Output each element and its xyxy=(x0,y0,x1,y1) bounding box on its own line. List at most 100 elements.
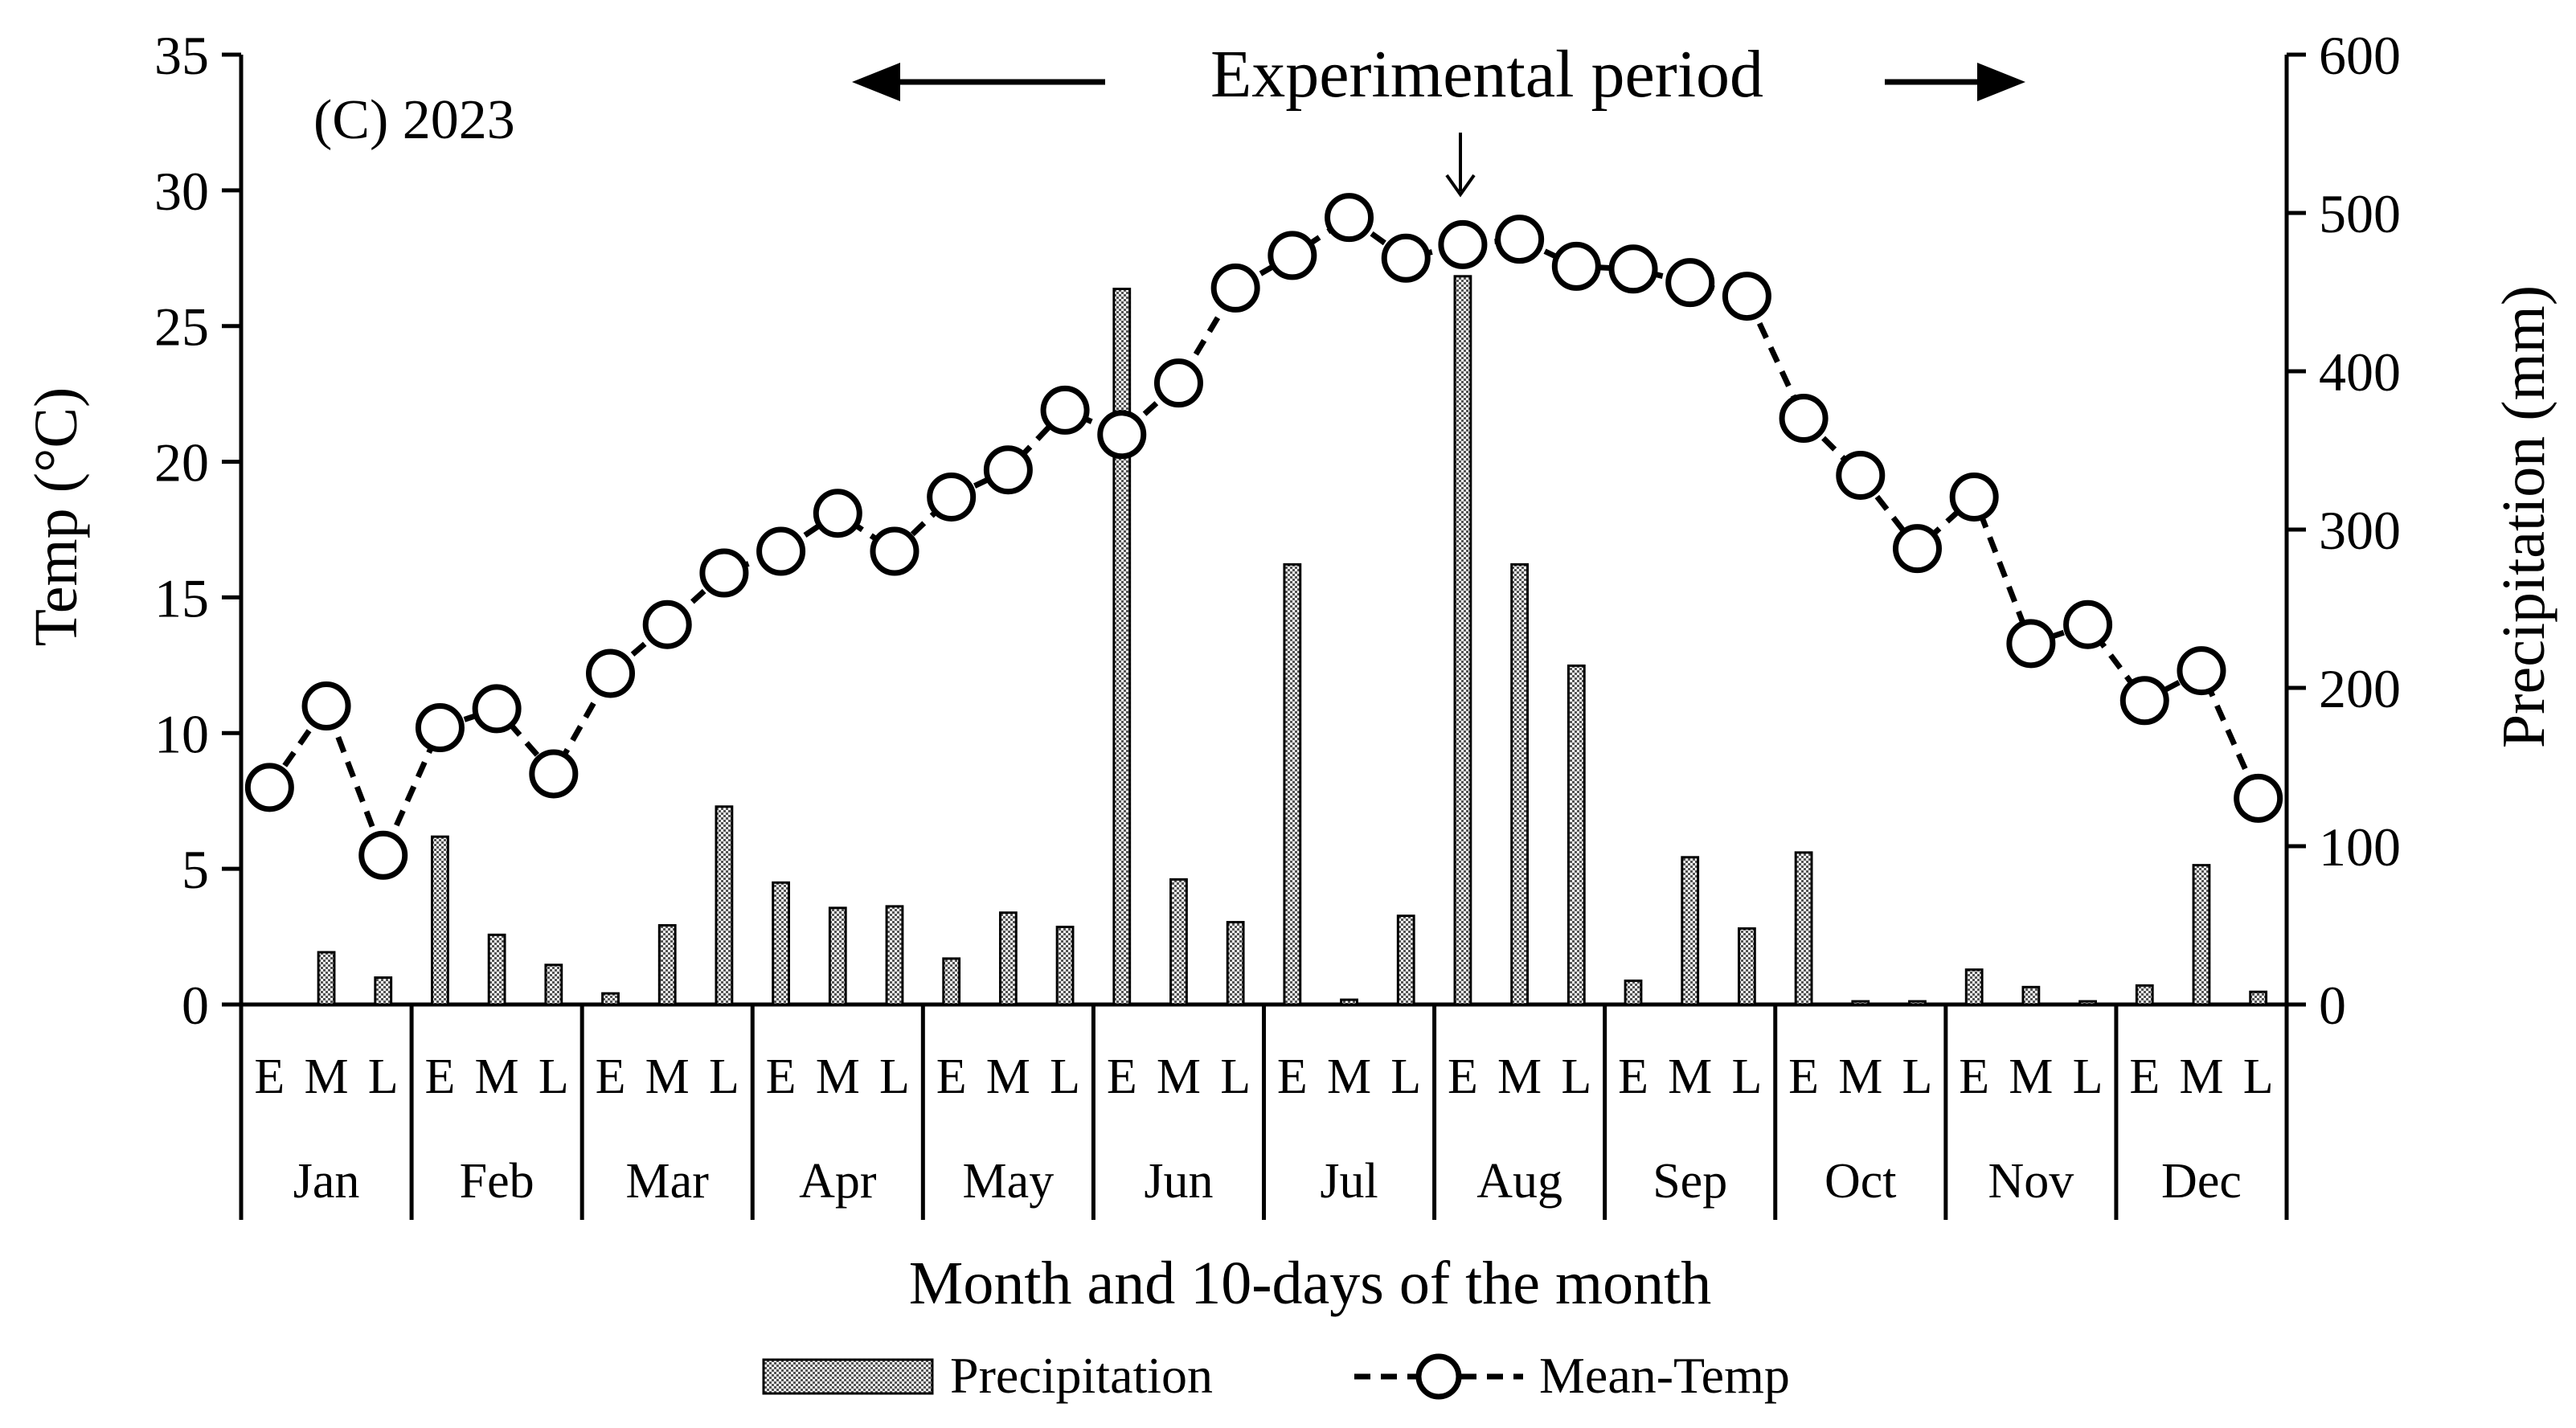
y-left-tick-label: 35 xyxy=(154,25,209,86)
precipitation-bar xyxy=(1851,1000,1870,1006)
y-right-tick-label: 200 xyxy=(2319,658,2401,719)
subperiod-label: L xyxy=(539,1050,569,1104)
precipitation-bar xyxy=(885,905,904,1006)
mean-temp-point xyxy=(1892,524,1942,574)
subperiod-label: L xyxy=(709,1050,739,1104)
mean-temp-point xyxy=(2119,676,2169,726)
precipitation-bar xyxy=(1681,856,1700,1006)
precipitation-bar xyxy=(942,957,961,1006)
mean-temp-point xyxy=(1438,219,1488,269)
subperiod-label: M xyxy=(1157,1050,1201,1104)
y-right-tick-label: 500 xyxy=(2319,183,2401,244)
subperiod-label: E xyxy=(1788,1050,1819,1104)
left-arrow xyxy=(852,63,1105,101)
precipitation-bar xyxy=(1566,664,1586,1006)
subperiod-label: L xyxy=(1731,1050,1762,1104)
mean-temp-point xyxy=(1495,215,1545,264)
subperiod-label: L xyxy=(1561,1050,1591,1104)
y-right-tick-label: 300 xyxy=(2319,500,2401,561)
y-left-tick-label: 0 xyxy=(182,975,209,1036)
subperiod-label: M xyxy=(816,1050,860,1104)
precipitation-bar xyxy=(1453,275,1472,1006)
mean-temp-point xyxy=(415,703,465,753)
subperiod-label: M xyxy=(1838,1050,1882,1104)
precipitation-bar xyxy=(998,911,1018,1006)
precipitation-bar xyxy=(2135,984,2154,1006)
subperiod-label: L xyxy=(368,1050,399,1104)
mean-temp-point xyxy=(2006,619,2056,669)
mean-temp-point xyxy=(1836,450,1886,500)
panel-label: (C) 2023 xyxy=(313,89,515,151)
precipitation-bar xyxy=(2192,864,2211,1006)
mean-temp-point xyxy=(586,649,636,698)
mean-temp-point xyxy=(699,548,749,598)
y-left-tick-label: 30 xyxy=(154,161,209,222)
mean-temp-point xyxy=(244,763,294,812)
y-left-tick-label: 20 xyxy=(154,432,209,493)
subperiod-label: E xyxy=(1618,1050,1648,1104)
precipitation-bar xyxy=(1169,878,1188,1006)
x-axis-title: Month and 10-days of the month xyxy=(909,1250,1711,1317)
legend-temp-label: Mean-Temp xyxy=(1539,1347,1790,1404)
y-left-tick-label: 25 xyxy=(154,297,209,358)
month-label: Apr xyxy=(799,1154,877,1209)
precipitation-bar xyxy=(715,805,734,1006)
subperiod-label: L xyxy=(1220,1050,1251,1104)
mean-temp-point xyxy=(1722,272,1771,321)
mean-temp-point xyxy=(529,749,579,799)
subperiod-label: L xyxy=(1902,1050,1933,1104)
subperiod-label: E xyxy=(424,1050,455,1104)
precipitation-bar xyxy=(1738,927,1756,1006)
subperiod-label: M xyxy=(304,1050,348,1104)
mean-temp-point xyxy=(2063,599,2113,649)
month-label: Jan xyxy=(293,1154,360,1209)
mean-temp-point xyxy=(813,489,862,538)
month-label: May xyxy=(963,1154,1055,1209)
y-left-tick-label: 10 xyxy=(154,703,209,764)
mean-temp-point xyxy=(1097,410,1147,460)
subperiod-label: E xyxy=(1107,1050,1137,1104)
mean-temp-point xyxy=(1153,358,1203,408)
y-right-tick-label: 400 xyxy=(2319,342,2401,403)
mean-temp-point xyxy=(927,472,977,522)
mean-temp-point xyxy=(2177,646,2226,696)
subperiod-label: L xyxy=(1050,1050,1080,1104)
subperiod-label: M xyxy=(1668,1050,1712,1104)
month-label: Feb xyxy=(460,1154,534,1209)
month-label: Oct xyxy=(1824,1154,1897,1209)
precipitation-bar xyxy=(1624,979,1643,1006)
subperiod-label: L xyxy=(1390,1050,1421,1104)
mean-temp-point xyxy=(472,684,522,734)
subperiod-label: M xyxy=(645,1050,690,1104)
y-left-tick-label: 5 xyxy=(182,839,209,900)
subperiod-label: M xyxy=(2179,1050,2223,1104)
month-label: Aug xyxy=(1476,1154,1562,1209)
subperiod-label: M xyxy=(475,1050,519,1104)
precipitation-bar xyxy=(657,924,677,1006)
mean-temp-point xyxy=(358,830,408,880)
month-label: Nov xyxy=(1988,1154,2074,1209)
subperiod-label: M xyxy=(2009,1050,2053,1104)
mean-temp-point xyxy=(2234,773,2283,823)
precipitation-bar xyxy=(2021,985,2041,1006)
precipitation-bar xyxy=(1396,914,1415,1006)
mean-temp-point xyxy=(301,681,351,731)
experimental-period-label: Experimental period xyxy=(1210,37,1763,112)
precipitation-bar xyxy=(1055,925,1075,1006)
y-left-tick-label: 15 xyxy=(154,567,209,628)
subperiod-label: E xyxy=(1448,1050,1478,1104)
legend-precipitation-label: Precipitation xyxy=(950,1347,1213,1404)
subperiod-label: E xyxy=(1277,1050,1308,1104)
subperiod-label: E xyxy=(766,1050,797,1104)
subperiod-label: E xyxy=(936,1050,967,1104)
month-label: Dec xyxy=(2161,1154,2242,1209)
precipitation-bar xyxy=(317,951,336,1006)
precipitation-bar xyxy=(1283,563,1302,1006)
subperiod-label: L xyxy=(2073,1050,2103,1104)
mean-temp-point xyxy=(756,526,806,576)
y-right-tick-label: 600 xyxy=(2319,25,2401,86)
y-axis-left-title: Temp (°C) xyxy=(23,387,90,647)
month-label: Jul xyxy=(1320,1154,1378,1209)
mean-temp-point xyxy=(1325,193,1374,243)
